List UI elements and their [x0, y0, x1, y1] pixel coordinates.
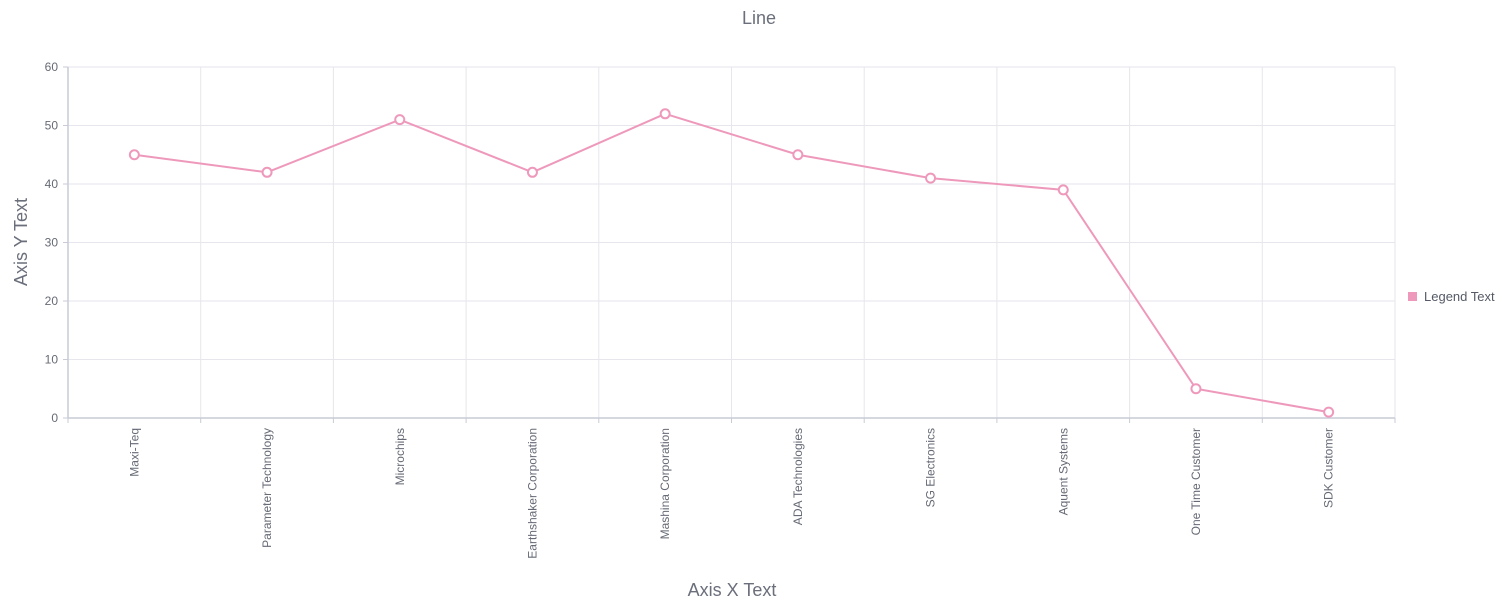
- data-point[interactable]: [792, 149, 804, 161]
- y-tick-label: 40: [45, 177, 59, 191]
- y-tick-label: 60: [45, 60, 59, 74]
- x-tick-label: SDK Customer: [1322, 428, 1336, 508]
- data-point[interactable]: [526, 166, 538, 178]
- series-line: [134, 112, 1329, 414]
- y-tick-label: 30: [45, 236, 59, 250]
- legend-swatch: [1408, 292, 1417, 301]
- x-tick-label: Microchips: [393, 428, 407, 485]
- grid: [67, 66, 1396, 418]
- y-tick-label: 20: [45, 294, 59, 308]
- x-tick-label: Earthshaker Corporation: [525, 428, 539, 559]
- x-tick-label: One Time Customer: [1189, 428, 1203, 535]
- data-point[interactable]: [659, 108, 671, 120]
- x-axis-title: Axis X Text: [688, 580, 777, 600]
- data-point[interactable]: [1057, 184, 1069, 196]
- data-point[interactable]: [261, 166, 273, 178]
- chart-title: Line: [742, 8, 776, 28]
- x-tick-label: Maxi-Teq: [127, 428, 141, 477]
- legend-label: Legend Text: [1424, 289, 1495, 304]
- x-axis-ticks: Maxi-Teq Parameter Technology Microchips Ea…: [67, 418, 1396, 559]
- data-point[interactable]: [128, 149, 140, 161]
- x-tick-label: Parameter Technology: [260, 428, 274, 548]
- x-tick-label: Aquent Systems: [1056, 428, 1070, 515]
- x-tick-label: SG Electronics: [924, 428, 938, 507]
- y-axis-ticks: 0 10 20 30 40 50 60: [45, 60, 68, 425]
- y-tick-label: 0: [51, 411, 58, 425]
- y-tick-label: 10: [45, 353, 59, 367]
- y-axis-title: Axis Y Text: [11, 198, 31, 286]
- data-point[interactable]: [394, 114, 406, 126]
- x-tick-label: Mashina Corporation: [658, 428, 672, 539]
- x-tick-label: ADA Technologies: [791, 428, 805, 525]
- y-tick-label: 50: [45, 119, 59, 133]
- series: [128, 108, 1335, 418]
- legend[interactable]: Legend Text: [1408, 289, 1495, 304]
- data-point[interactable]: [1323, 406, 1335, 418]
- data-point[interactable]: [1190, 383, 1202, 395]
- data-point[interactable]: [925, 172, 937, 184]
